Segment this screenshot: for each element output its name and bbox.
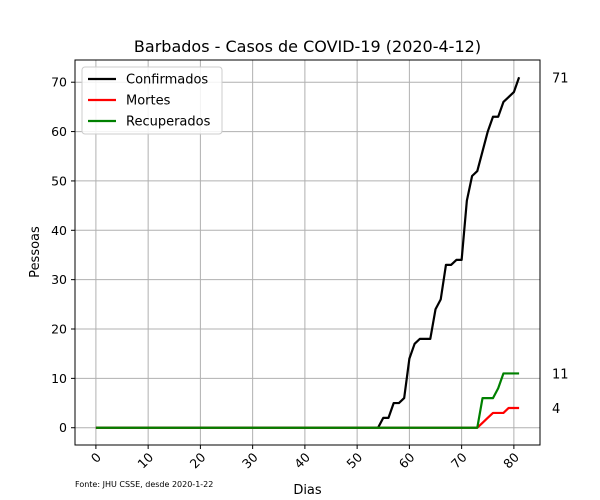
y-tick-label: 50 xyxy=(51,173,67,188)
y-tick-label: 30 xyxy=(51,272,67,287)
series-line-confirmados xyxy=(95,76,521,429)
series-layer xyxy=(95,76,521,429)
y-axis-label: Pessoas xyxy=(28,226,43,278)
legend-box xyxy=(81,66,223,135)
end-label-mortes: 4 xyxy=(552,402,560,417)
end-labels: 71 4 11 xyxy=(552,71,569,417)
y-axis-ticks: 0 10 20 30 40 50 60 70 xyxy=(51,75,75,435)
x-axis-label: Dias xyxy=(293,483,322,498)
series-line-mortes xyxy=(95,406,520,429)
y-tick-label: 0 xyxy=(59,420,67,435)
y-tick-label: 70 xyxy=(51,75,67,90)
legend-label-confirmados: Confirmados xyxy=(126,73,208,88)
end-label-confirmados: 71 xyxy=(552,71,569,86)
y-tick-label: 20 xyxy=(51,322,67,337)
y-tick-label: 40 xyxy=(51,223,67,238)
legend: Confirmados Mortes Recuperados xyxy=(81,66,223,135)
series-line-recuperados xyxy=(95,372,520,429)
y-tick-label: 10 xyxy=(51,371,67,386)
plot-frame xyxy=(74,59,541,446)
source-note: Fonte: JHU CSSE, desde 2020-1-22 xyxy=(75,480,213,489)
chart-title: Barbados - Casos de COVID-19 (2020-4-12) xyxy=(134,37,481,56)
y-tick-label: 60 xyxy=(51,124,67,139)
end-label-recuperados: 11 xyxy=(552,367,569,382)
legend-label-mortes: Mortes xyxy=(126,94,171,109)
legend-label-recuperados: Recuperados xyxy=(126,115,211,130)
